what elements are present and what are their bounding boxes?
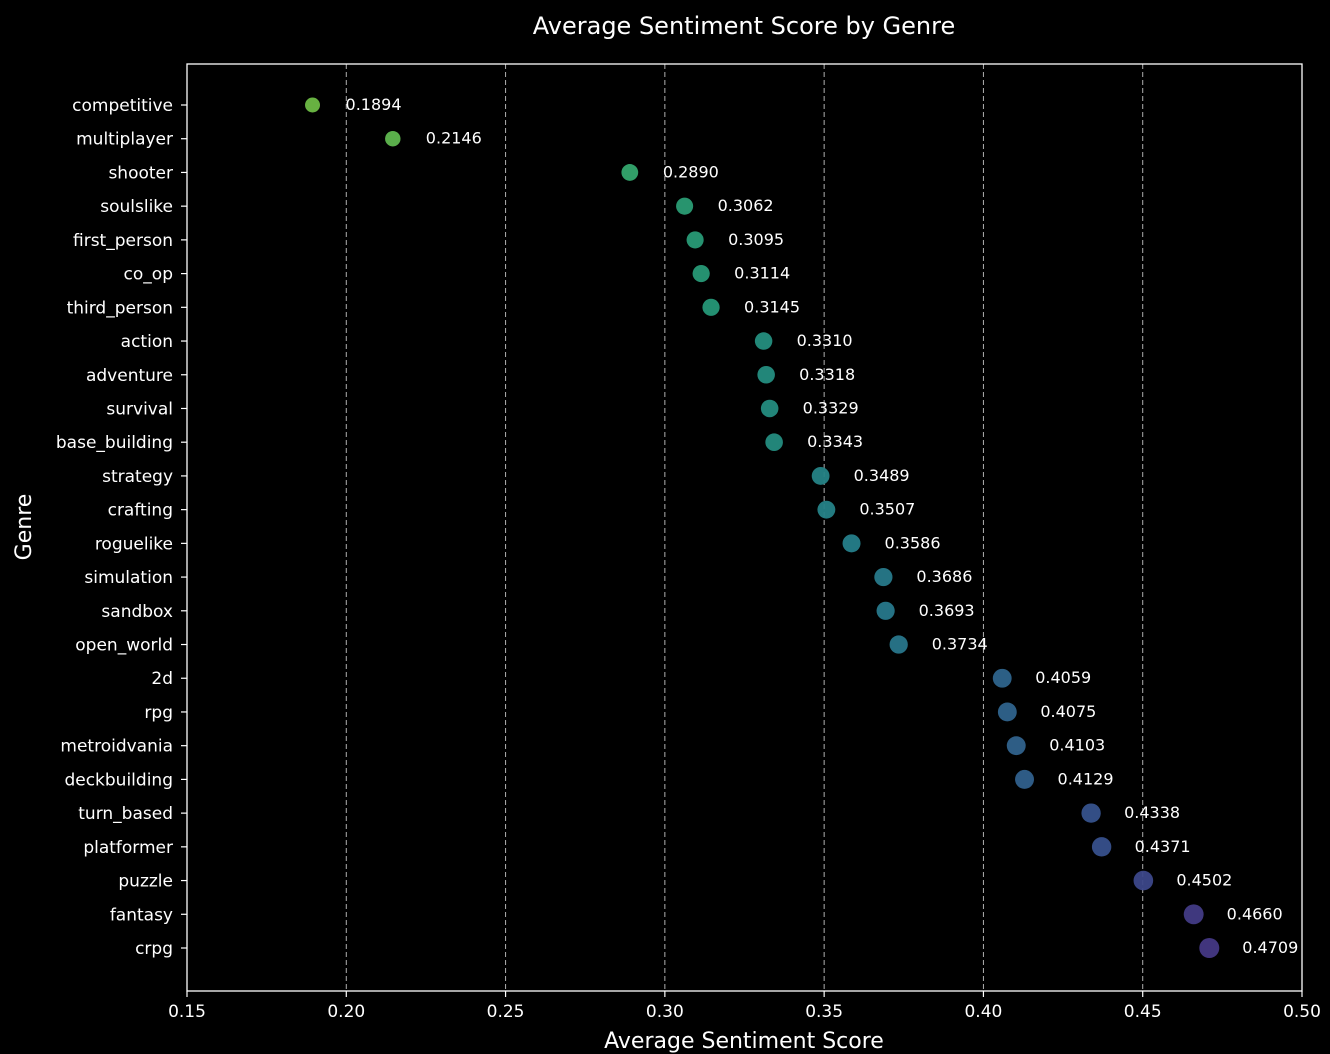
- y-tick-label: strategy: [102, 467, 173, 487]
- y-tick-label: fantasy: [110, 905, 173, 925]
- data-point: [1133, 870, 1154, 891]
- y-tick-label: third_person: [67, 298, 173, 318]
- data-label: 0.3489: [854, 466, 910, 485]
- y-tick-label: roguelike: [95, 534, 173, 554]
- data-point: [874, 567, 893, 587]
- x-tick-label: 0.15: [168, 1002, 206, 1022]
- data-point: [876, 601, 895, 620]
- data-label: 0.3686: [916, 567, 972, 586]
- data-label: 0.3734: [932, 635, 988, 654]
- data-point: [1081, 803, 1101, 823]
- data-point: [757, 365, 775, 384]
- y-tick-label: co_op: [124, 265, 173, 285]
- data-label: 0.4709: [1242, 938, 1298, 957]
- x-axis-ticks: 0.15 0.20 0.25 0.30 0.35 0.40 0.45 0.50: [168, 991, 1321, 1022]
- y-axis-title: Genre: [12, 494, 37, 561]
- data-point: [811, 467, 830, 485]
- chart-title: Average Sentiment Score by Genre: [533, 12, 955, 40]
- data-label: 0.3114: [734, 264, 790, 283]
- y-tick-label: deckbuilding: [64, 770, 173, 790]
- data-label: 0.4371: [1135, 837, 1191, 856]
- data-label: 0.2146: [426, 129, 482, 148]
- x-tick-label: 0.30: [646, 1002, 684, 1022]
- data-label: 0.4059: [1035, 668, 1091, 687]
- y-axis-ticks: competitive multiplayer shooter soulslike fi…: [56, 96, 187, 959]
- x-tick-label: 0.25: [487, 1002, 525, 1022]
- grid-lines: [345, 64, 1144, 991]
- y-tick-label: metroidvania: [60, 737, 173, 757]
- data-point: [817, 500, 836, 519]
- data-label: 0.3062: [718, 196, 774, 215]
- data-point: [765, 433, 783, 451]
- y-tick-label: adventure: [86, 366, 173, 386]
- data-label: 0.3693: [919, 601, 975, 620]
- data-point: [754, 332, 773, 350]
- y-tick-label: crpg: [135, 939, 173, 959]
- data-label: 0.1894: [346, 95, 402, 114]
- data-label: 0.4502: [1176, 871, 1232, 890]
- x-tick-label: 0.50: [1283, 1002, 1321, 1022]
- data-point: [305, 97, 321, 113]
- data-label: 0.4075: [1040, 702, 1096, 721]
- data-points: [305, 97, 1220, 958]
- data-label: 0.3329: [803, 398, 859, 417]
- y-tick-label: crafting: [108, 501, 173, 521]
- y-tick-label: survival: [106, 399, 173, 419]
- data-point: [692, 265, 710, 283]
- data-label: 0.3145: [744, 297, 800, 316]
- x-tick-label: 0.45: [1124, 1002, 1162, 1022]
- data-point: [686, 231, 704, 249]
- data-label: 0.4103: [1049, 736, 1105, 755]
- data-label: 0.3310: [797, 331, 853, 350]
- y-tick-label: simulation: [84, 568, 173, 588]
- y-tick-label: soulslike: [100, 197, 173, 217]
- data-label: 0.3507: [859, 500, 915, 519]
- y-tick-label: sandbox: [101, 602, 173, 622]
- data-point: [1199, 938, 1220, 958]
- y-tick-label: 2d: [151, 669, 173, 689]
- y-tick-label: platformer: [83, 838, 173, 858]
- x-tick-label: 0.35: [805, 1002, 843, 1022]
- data-point: [842, 534, 861, 553]
- data-point: [676, 197, 694, 215]
- data-label: 0.3586: [885, 533, 941, 552]
- data-label: 0.4660: [1227, 904, 1283, 923]
- y-tick-label: multiplayer: [76, 130, 173, 150]
- x-tick-label: 0.40: [964, 1002, 1002, 1022]
- x-tick-label: 0.20: [327, 1002, 365, 1022]
- data-point: [760, 399, 779, 418]
- y-tick-label: puzzle: [118, 872, 173, 892]
- y-tick-label: first_person: [73, 231, 173, 251]
- data-label: 0.3343: [807, 432, 863, 451]
- y-tick-label: base_building: [56, 433, 173, 453]
- y-tick-label: turn_based: [78, 804, 173, 824]
- data-point: [992, 668, 1012, 688]
- data-point: [889, 635, 908, 654]
- data-labels: 0.1894 0.2146 0.2890 0.3062 0.3095 0.3114 0.31…: [346, 95, 1299, 957]
- data-point: [1015, 769, 1035, 789]
- y-tick-label: open_world: [75, 636, 173, 656]
- data-point: [997, 702, 1017, 722]
- y-tick-label: shooter: [108, 163, 173, 183]
- y-tick-label: action: [121, 332, 173, 352]
- y-tick-label: competitive: [72, 96, 173, 116]
- data-point: [1091, 837, 1112, 857]
- plot-frame: [186, 63, 1303, 992]
- y-tick-label: rpg: [144, 703, 173, 723]
- data-label: 0.3318: [799, 365, 855, 384]
- data-point: [1183, 904, 1204, 925]
- data-label: 0.2890: [663, 162, 719, 181]
- data-point: [621, 164, 639, 181]
- data-label: 0.4338: [1124, 803, 1180, 822]
- data-label: 0.4129: [1058, 769, 1114, 788]
- data-point: [1006, 736, 1026, 756]
- x-axis-title: Average Sentiment Score: [604, 1029, 884, 1054]
- data-label: 0.3095: [728, 230, 784, 249]
- data-point: [702, 298, 720, 316]
- data-point: [385, 130, 401, 147]
